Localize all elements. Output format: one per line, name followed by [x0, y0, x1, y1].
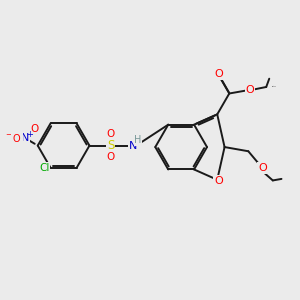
Text: O: O [31, 124, 39, 134]
Text: methyl: methyl [272, 86, 277, 87]
Text: O: O [246, 85, 254, 94]
Text: O: O [214, 176, 223, 186]
Text: $^-$O: $^-$O [4, 132, 22, 144]
Text: N: N [128, 141, 137, 151]
Text: N: N [21, 133, 30, 143]
Text: O: O [106, 152, 115, 162]
Text: O: O [106, 129, 115, 139]
Text: H: H [134, 135, 142, 145]
Text: O: O [258, 163, 267, 173]
Text: S: S [107, 139, 114, 152]
Text: O: O [215, 69, 224, 79]
Text: +: + [26, 130, 33, 139]
Text: Cl: Cl [39, 163, 50, 173]
